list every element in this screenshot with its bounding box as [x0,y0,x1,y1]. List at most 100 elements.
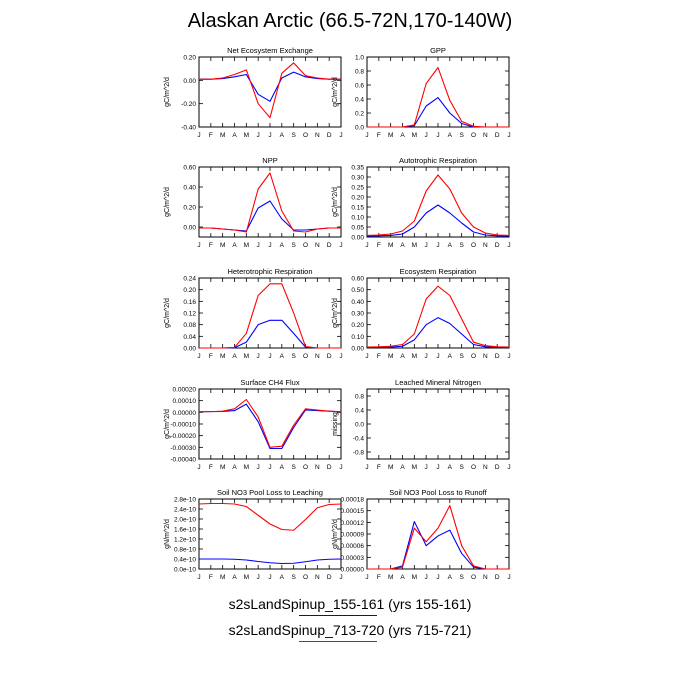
y-axis-label: gC/m^2/d [332,187,339,217]
series-line-1 [199,200,341,232]
x-tick-label: S [291,464,296,471]
x-tick-label: A [448,132,453,139]
x-tick-label: M [388,242,393,249]
x-tick-label: D [327,132,332,139]
y-axis-label: gN/m^2/d [332,519,339,549]
x-tick-label: A [400,574,405,581]
series-line-1 [366,317,510,348]
x-tick-label: O [471,464,476,471]
y-tick-label: -0.40 [181,125,196,132]
figure-title: Alaskan Arctic (66.5-72N,170-140W) [187,10,513,32]
x-tick-label: J [268,464,271,471]
x-tick-label: N [315,574,320,581]
x-tick-label: F [377,242,381,249]
x-tick-label: S [291,242,296,249]
y-tick-label: 0.4 [355,408,364,415]
y-tick-label: 0.20 [351,195,364,202]
y-axis-label: gC/m^2/d [164,409,171,439]
series-line-2 [198,502,342,531]
y-tick-label: 0.24 [183,276,196,283]
x-tick-label: J [436,242,439,249]
series-line-1 [199,558,342,565]
legend-label-series-1: s2sLandSpinup_155-161 (yrs 155-161) [228,596,472,612]
y-tick-label: -0.00010 [170,422,196,429]
y-tick-label: 0.05 [351,225,364,232]
x-tick-label: S [291,574,296,581]
x-tick-label: M [412,242,417,249]
x-tick-label: M [220,353,225,360]
y-axis-label: gC/m^2/d [332,298,339,328]
y-tick-label: 0.40 [183,185,196,192]
panel-title: Soil NO3 Pool Loss to Leaching [217,488,323,497]
x-tick-label: J [257,132,260,139]
y-axis-label: gC/m^2/d [332,77,339,107]
x-tick-label: J [197,574,200,581]
x-tick-label: J [365,574,368,581]
y-tick-label: 0.20 [183,287,196,294]
x-tick-label: M [388,353,393,360]
panel-title: Leached Mineral Nitrogen [395,378,481,387]
series-line-2 [199,172,341,233]
x-tick-label: O [303,464,308,471]
x-tick-label: F [377,574,381,581]
x-tick-label: F [377,464,381,471]
y-tick-label: 0.20 [183,55,196,62]
legend-label-series-2: s2sLandSpinup_713-720 (yrs 715-721) [228,622,472,638]
x-tick-label: S [291,353,296,360]
x-tick-label: M [220,242,225,249]
x-tick-label: A [448,464,453,471]
y-tick-label: 0.00 [183,78,196,85]
y-tick-label: 0.00015 [341,508,365,515]
x-tick-label: O [471,574,476,581]
y-tick-label: 0.00 [351,235,364,242]
x-tick-label: N [315,242,320,249]
x-tick-label: M [412,132,417,139]
x-tick-label: J [436,464,439,471]
x-tick-label: D [495,464,500,471]
x-tick-label: F [209,132,213,139]
x-tick-label: A [280,242,285,249]
x-tick-label: J [365,353,368,360]
y-tick-label: 0.0 [355,125,364,132]
x-tick-label: F [209,464,213,471]
y-tick-label: 0.8e-10 [174,547,196,554]
x-tick-label: S [459,242,464,249]
x-tick-label: J [436,353,439,360]
x-tick-label: A [280,132,285,139]
y-tick-label: -0.00020 [170,433,196,440]
x-tick-label: J [197,242,200,249]
y-tick-label: 0.20 [351,322,364,329]
x-tick-label: D [495,132,500,139]
x-tick-label: O [303,242,308,249]
y-axis-label: gC/m^2/d [164,298,171,328]
x-tick-label: A [400,464,405,471]
x-tick-label: O [303,132,308,139]
x-tick-label: J [339,574,342,581]
plot-frame [366,388,510,460]
y-tick-label: 0.30 [351,311,364,318]
panel-title: Ecosystem Respiration [400,267,477,276]
x-tick-label: M [244,464,249,471]
x-tick-label: J [268,574,271,581]
y-tick-label: 0.4e-10 [174,557,196,564]
x-tick-label: A [448,242,453,249]
x-tick-label: N [483,574,488,581]
x-tick-label: M [244,574,249,581]
panel-title: Surface CH4 Flux [240,378,299,387]
x-tick-label: A [280,353,285,360]
x-tick-label: S [459,464,464,471]
x-tick-label: M [388,574,393,581]
series-line-2 [198,398,342,448]
x-tick-label: F [209,574,213,581]
y-tick-label: 0.25 [351,185,364,192]
x-tick-label: J [339,242,342,249]
x-tick-label: J [257,353,260,360]
x-tick-label: J [339,353,342,360]
x-tick-label: J [365,132,368,139]
series-line-2 [199,62,341,119]
y-tick-label: 0.8 [355,394,364,401]
y-tick-label: 0.00 [183,225,196,232]
x-tick-label: A [400,353,405,360]
panel-title: Heterotrophic Respiration [227,267,312,276]
